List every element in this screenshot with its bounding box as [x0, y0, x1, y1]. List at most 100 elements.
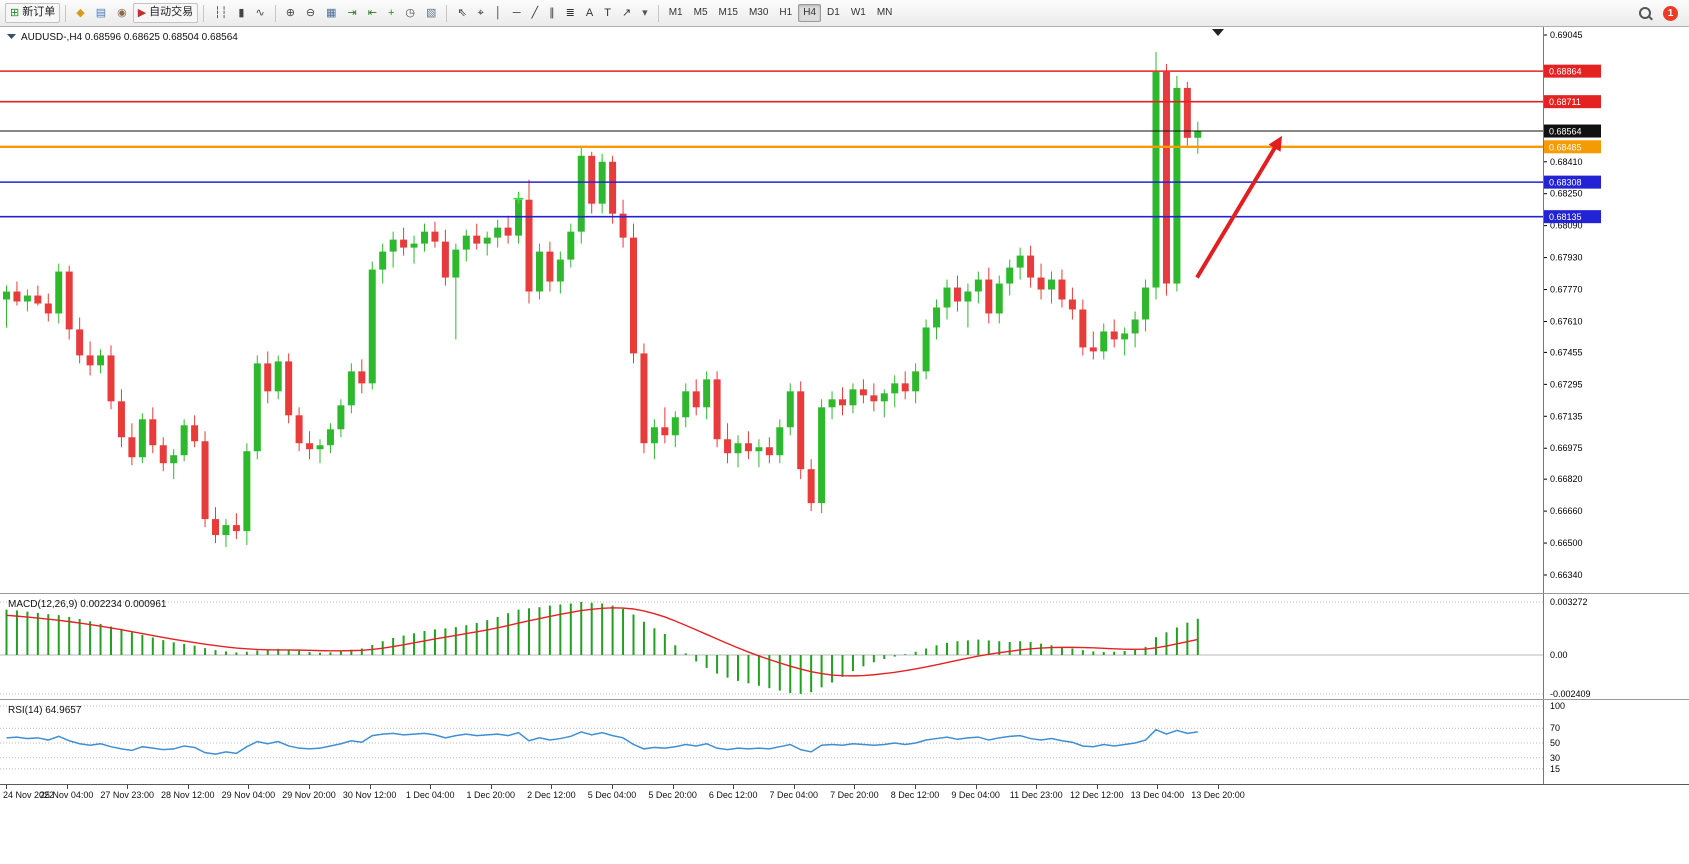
bull-candle [1006, 267, 1014, 284]
symbol-dropdown-icon[interactable] [7, 34, 16, 39]
time-label: 8 Dec 12:00 [890, 790, 940, 800]
auto-scroll-button[interactable]: ⇥ [343, 5, 362, 22]
marketwatch-icon: ◆ [76, 6, 85, 19]
cursor-button[interactable]: ⇖ [452, 5, 471, 22]
resistance-line-2-badge [1544, 95, 1601, 109]
timeframe-m1-button[interactable]: M1 [664, 4, 688, 22]
zoom-in-button[interactable]: ⊕ [281, 5, 300, 22]
bear-candle [400, 239, 408, 248]
timeframe-h1-button-label: H1 [779, 7, 793, 18]
bear-candle [201, 441, 209, 520]
timeframe-m5-button-label: M5 [693, 7, 708, 18]
zoom-out-button[interactable]: ⊖ [301, 5, 320, 22]
bull-candle [1194, 131, 1202, 138]
time-label: 1 Dec 20:00 [466, 790, 516, 800]
bear-candle [295, 415, 303, 444]
bear-candle [661, 427, 669, 436]
marketwatch-button[interactable]: ◆ [71, 5, 89, 22]
price-tick-label: 0.66660 [1550, 506, 1583, 516]
arrows-dropdown-button[interactable]: ▾ [637, 5, 653, 22]
price-tick-label: 0.68090 [1550, 221, 1583, 231]
time-label: 9 Dec 04:00 [951, 790, 1000, 800]
chart-shift-button[interactable]: ⇤ [363, 5, 382, 22]
toolbar-separator [203, 4, 205, 22]
text-label-button[interactable]: T [599, 5, 616, 22]
notification-badge[interactable]: 1 [1663, 5, 1678, 21]
bull-candle [964, 291, 972, 302]
timeframe-m30-button[interactable]: M30 [744, 4, 773, 22]
bull-candle [922, 327, 930, 372]
bear-candle [525, 199, 533, 292]
bear-candle [724, 439, 732, 454]
text-button[interactable]: A [581, 5, 598, 22]
horizontal-line-button[interactable]: ─ [508, 5, 526, 22]
bear-candle [985, 279, 993, 314]
bear-candle [1089, 347, 1097, 352]
tile-windows-button[interactable]: ▦ [321, 5, 341, 22]
crosshair-button[interactable]: ⌖ [473, 5, 489, 22]
vertical-line-button[interactable]: │ [490, 5, 507, 22]
bull-candle [515, 199, 523, 236]
timeframe-w1-button[interactable]: W1 [846, 4, 871, 22]
bear-candle [1162, 71, 1170, 284]
bull-candle [577, 155, 585, 232]
periods-button[interactable]: ◷ [400, 5, 420, 22]
timeframe-d1-button-label: D1 [827, 7, 840, 18]
templates-button[interactable]: ▧ [421, 5, 441, 22]
bull-candle [253, 363, 261, 452]
time-tick [187, 785, 189, 789]
horizontal-line-icon: ─ [512, 6, 521, 19]
auto-scroll-icon: ⇥ [347, 6, 357, 19]
support-line-blue-2-badge [1544, 210, 1601, 224]
support-line-orange-badge [1544, 140, 1601, 154]
search-icon[interactable] [1639, 7, 1651, 19]
time-label: 13 Dec 04:00 [1130, 790, 1185, 800]
time-label: 27 Nov 23:00 [100, 790, 154, 800]
bar-chart-icon: ┆┆ [214, 6, 228, 19]
up-arrow-annotation[interactable] [1195, 143, 1279, 279]
timeframe-mn-button[interactable]: MN [872, 4, 898, 22]
bull-candle [1121, 333, 1129, 340]
bull-candle [1100, 331, 1108, 352]
data-window-button[interactable]: ▤ [91, 5, 111, 22]
bear-candle [306, 443, 314, 450]
arrows-button[interactable]: ↗ [617, 5, 636, 22]
autotrade-button[interactable]: ▶ 自动交易 [132, 3, 199, 23]
support-line-orange-badge-label: 0.68485 [1549, 142, 1582, 152]
channel-button[interactable]: ∥ [544, 5, 560, 22]
macd-panel[interactable]: 0.003272 0.00 -0.002409 MACD(12,26,9) 0.002… [0, 593, 1689, 699]
bull-candle [891, 383, 899, 394]
timeframe-h1-button[interactable]: H1 [774, 4, 797, 22]
time-label: 30 Nov 12:00 [342, 790, 397, 800]
new-order-button[interactable]: ⊞ 新订单 [5, 3, 61, 23]
toolbar: ⊞ 新订单 ◆ ▤ ◉ ▶ 自动交易 ┆┆ ▮ ∿ ⊕ ⊖ ▦ ⇥ ⇤ + ◷ ▧ ⇖ ⌖ │ ─ ╱ ∥ ≣ A T ↗ ▾ M1 M5 M… [0, 0, 1689, 27]
time-tick [248, 785, 250, 789]
timeframe-m5-button[interactable]: M5 [689, 4, 713, 22]
time-tick [612, 785, 613, 789]
price-chart-panel[interactable]: 0.69045 0.68410 0.68250 0.68090 0.67930 0.677… [0, 27, 1689, 593]
candlestick-chart-button[interactable]: ▮ [233, 5, 249, 22]
line-chart-button[interactable]: ∿ [250, 5, 269, 22]
time-tick [127, 785, 129, 789]
fibonacci-button[interactable]: ≣ [561, 5, 580, 22]
price-tick-label: 0.67610 [1550, 316, 1583, 326]
bear-candle [191, 425, 199, 442]
timeframe-d1-button[interactable]: D1 [822, 4, 845, 22]
bull-candle [1142, 287, 1150, 320]
bull-candle [933, 307, 941, 328]
bear-candle [264, 363, 272, 392]
indicators-button[interactable]: + [383, 5, 399, 22]
market-button[interactable]: ◉ [112, 5, 132, 22]
up-arrow-annotation-head [1268, 135, 1282, 152]
time-tick [551, 785, 553, 789]
timeframe-h4-button[interactable]: H4 [798, 4, 822, 22]
bear-candle [232, 525, 240, 532]
timeframe-m30-button-label: M30 [748, 7, 769, 18]
timeframe-m15-button[interactable]: M15 [714, 4, 743, 22]
trendline-button[interactable]: ╱ [527, 5, 544, 22]
bar-chart-button[interactable]: ┆┆ [209, 5, 232, 22]
price-tick-label: 0.67930 [1550, 253, 1583, 263]
tile-windows-icon: ▦ [326, 6, 337, 19]
chart-shift-marker[interactable] [1212, 29, 1224, 36]
